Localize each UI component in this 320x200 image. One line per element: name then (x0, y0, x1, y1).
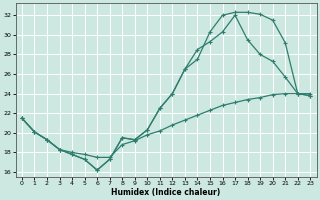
X-axis label: Humidex (Indice chaleur): Humidex (Indice chaleur) (111, 188, 221, 197)
